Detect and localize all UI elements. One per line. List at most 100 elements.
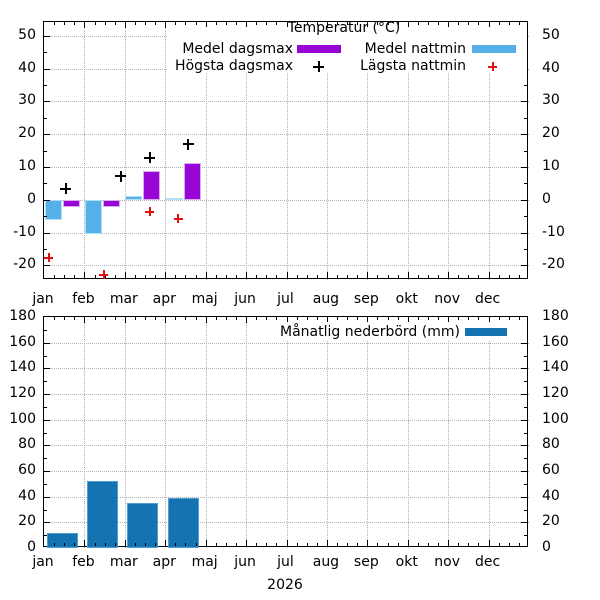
tick (357, 543, 359, 546)
tick (357, 317, 359, 320)
tick (64, 22, 66, 25)
month-label: dec (474, 554, 501, 570)
tick (448, 317, 450, 323)
y-tick-label-right: 120 (542, 385, 569, 401)
tick (521, 522, 527, 524)
tick (521, 101, 527, 103)
tick (44, 167, 50, 168)
y-tick-label-left: 20 (18, 125, 36, 142)
bar-Medel nattmin (84, 199, 102, 234)
month-label: jul (277, 554, 294, 570)
y-tick-label-right: 0 (542, 190, 551, 207)
tick (215, 22, 217, 25)
precipitation-plot-area (43, 316, 529, 548)
tick (175, 543, 177, 546)
tick (235, 275, 237, 278)
bar-Medel nattmin (44, 199, 62, 221)
tick (246, 272, 248, 278)
tick (377, 22, 379, 25)
tick (44, 368, 50, 370)
tick (407, 272, 409, 278)
tick (326, 317, 328, 323)
month-label: dec (474, 291, 501, 307)
tick (524, 509, 527, 511)
legend-label-medel-nattmin: Medel nattmin (364, 41, 466, 57)
tick (256, 22, 258, 25)
month-label: sep (353, 291, 379, 307)
month-label: mar (109, 291, 138, 307)
y-tick-label-left: 10 (18, 158, 36, 174)
month-label: okt (395, 554, 418, 570)
tick (155, 317, 157, 320)
bar-Månatlig nederbörd (mm) (127, 503, 159, 548)
tick (524, 117, 527, 119)
tick (195, 317, 197, 320)
tick (185, 543, 187, 546)
tick (521, 496, 527, 498)
tick (524, 483, 527, 485)
tick (44, 199, 50, 201)
y-tick-label-right: 180 (542, 308, 569, 324)
y-tick-label-left: 30 (18, 92, 36, 109)
marker-Högsta dagsmax-plus-icon (144, 152, 156, 164)
y-tick-label-right: 10 (542, 158, 560, 174)
tick (286, 317, 288, 323)
tick (427, 317, 429, 320)
tick (326, 540, 328, 546)
tick (326, 272, 328, 278)
tick (377, 543, 379, 546)
tick (185, 22, 187, 25)
temperature-legend-background (167, 27, 527, 72)
legend-label-medel-dagsmax: Medel dagsmax (182, 41, 293, 57)
tick (235, 317, 237, 320)
tick (498, 543, 500, 546)
tick (44, 117, 47, 119)
tick (521, 134, 527, 136)
tick (225, 275, 227, 278)
gridline-vertical (165, 317, 167, 548)
tick (145, 317, 147, 320)
tick (524, 535, 527, 537)
y-tick-label-right: 30 (542, 92, 560, 109)
tick (74, 317, 76, 320)
marker-Lägsta nattmin-plus-icon (173, 214, 183, 224)
gridline-vertical (448, 317, 450, 548)
month-label: apr (152, 554, 176, 570)
tick (84, 272, 86, 278)
tick (44, 432, 47, 434)
tick (256, 275, 258, 278)
tick (438, 543, 440, 546)
tick (246, 540, 248, 546)
tick (104, 275, 106, 278)
tick (44, 355, 47, 357)
tick (337, 275, 339, 278)
tick (195, 275, 197, 278)
tick (44, 35, 50, 37)
tick (124, 22, 126, 28)
marker-Högsta dagsmax-plus-icon (115, 170, 127, 182)
tick (306, 543, 308, 546)
tick (458, 543, 460, 546)
tick (397, 317, 399, 320)
tick (124, 540, 126, 546)
tick (84, 22, 86, 28)
tick (155, 275, 157, 278)
tick (407, 22, 409, 28)
tick (165, 22, 167, 28)
tick (521, 167, 527, 168)
tick (367, 317, 369, 323)
tick (84, 317, 86, 323)
y-tick-label-left: 20 (18, 513, 36, 530)
month-label: okt (395, 291, 418, 307)
tick (44, 52, 47, 54)
y-tick-label-left: 40 (18, 487, 36, 504)
tick (256, 317, 258, 320)
tick (54, 22, 56, 25)
tick (175, 22, 177, 25)
tick (165, 317, 167, 323)
tick (44, 85, 47, 86)
tick (94, 275, 96, 278)
tick (347, 22, 349, 25)
tick (64, 317, 66, 320)
tick (44, 150, 47, 152)
